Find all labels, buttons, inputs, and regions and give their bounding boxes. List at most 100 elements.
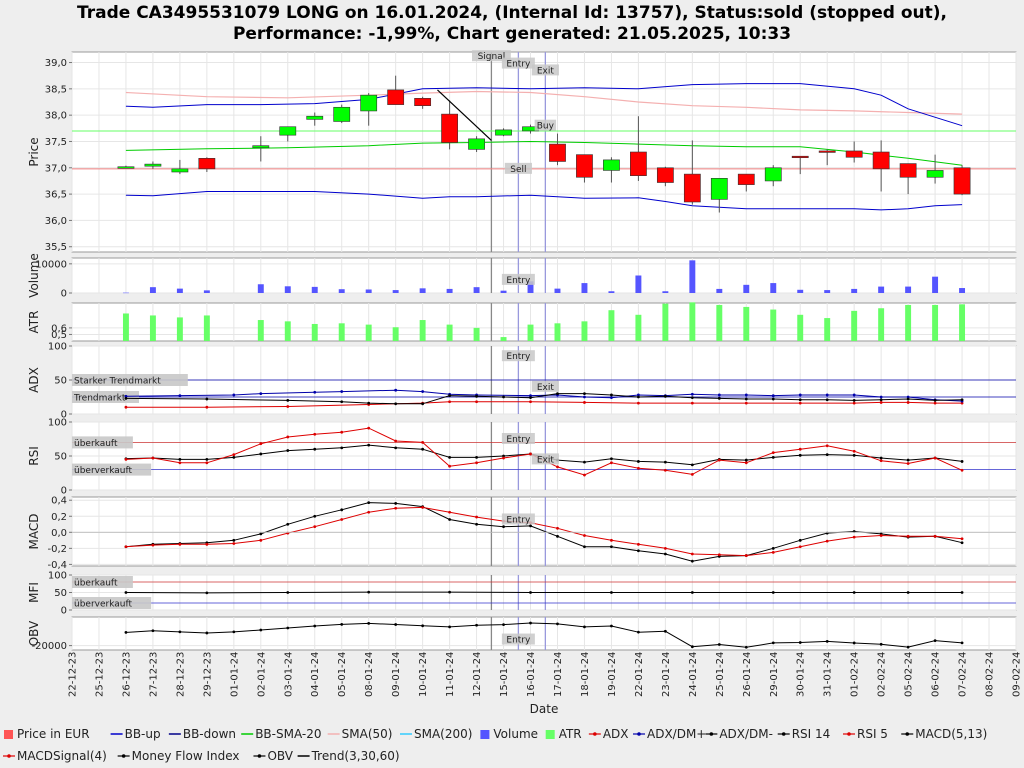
legend-item: BB-up [125, 727, 161, 741]
macd-series-point [475, 522, 478, 526]
obv-series-point [798, 641, 802, 644]
adx-series-point [313, 390, 317, 394]
volume-bar [527, 281, 534, 293]
atr-bar [392, 327, 399, 341]
adx-series-point [448, 394, 451, 398]
adx-series-point [502, 395, 505, 399]
legend-item: ATR [559, 727, 582, 741]
x-tick-label: 08-02-24 [985, 652, 996, 697]
x-tick-label: 31-01-24 [823, 652, 834, 697]
adx-series-point [879, 398, 883, 402]
macd-series-point [448, 518, 451, 521]
obv-y-label: OBV [27, 620, 41, 646]
obv-series-point [744, 645, 748, 649]
x-tick-label: 05-01-24 [337, 652, 348, 697]
adx-series-point [879, 401, 883, 404]
price-label-signal-bg [472, 50, 511, 62]
atr-bar [554, 323, 561, 341]
x-tick-label: 28-12-23 [175, 652, 186, 697]
adx-threshold-label: Trendmarkt [73, 394, 126, 404]
adx-series-point [960, 401, 964, 405]
rsi-series-point [771, 455, 775, 459]
adx-series-point [529, 400, 532, 404]
obv-series-point [690, 645, 694, 649]
adx-series-point [583, 392, 586, 395]
atr-bar [122, 313, 129, 341]
macd-series-point [610, 545, 613, 549]
rsi-series-point [717, 458, 721, 462]
macd-series-point [690, 559, 694, 563]
mfi-series-point [610, 591, 613, 594]
rsi-series-point [448, 464, 451, 468]
adx-series-point [259, 392, 263, 395]
rsi-series-point [394, 446, 398, 450]
candle-body [710, 178, 728, 200]
obv-series-point [610, 624, 613, 628]
rsi-series-point [933, 456, 937, 460]
x-tick-label: 24-01-24 [688, 652, 699, 697]
rsi-series-point [960, 468, 964, 472]
x-tick-label: 26-01-24 [742, 652, 753, 697]
candle-body [495, 129, 512, 136]
rsi-y-label: RSI [27, 446, 41, 466]
macd-series-point [178, 542, 182, 546]
rsi-threshold-label-bg [72, 463, 152, 476]
macd-y-label: MACD [27, 514, 41, 550]
atr-tick-label: 0,5 [51, 330, 67, 341]
x-tick-label: 01-02-24 [850, 652, 861, 697]
x-tick-label: 07-02-24 [958, 652, 969, 697]
legend-item: Money Flow Index [132, 749, 240, 763]
rsi-series-point [744, 458, 748, 462]
macd-series-point [475, 515, 478, 519]
obv-series-point [286, 626, 290, 630]
macd-series-point [502, 525, 505, 529]
rsi-series-point [690, 463, 694, 467]
x-tick-label: 02-02-24 [877, 652, 888, 697]
adx-series-point [421, 390, 425, 393]
adx-series-point [906, 397, 910, 401]
price-tick-label: 38,0 [45, 111, 67, 122]
mfi-series-point [286, 591, 290, 594]
obv-series-point [529, 621, 532, 625]
rsi-series-point [690, 472, 694, 476]
volume-bar [608, 291, 615, 293]
macd-series-point [421, 506, 425, 509]
atr-y-label: ATR [27, 311, 41, 334]
volume-plot-area [71, 257, 1017, 294]
volume-bar [176, 288, 183, 293]
price-panel: 35,5 36,0 36,5 37,0 37,5 38,0 38,5 39,0 Price Sig… [27, 50, 1017, 253]
adx-series-point [744, 401, 748, 405]
adx-series-point [610, 393, 613, 397]
price-tick-label: 35,5 [45, 242, 67, 253]
rsi-series-point [825, 453, 829, 457]
atr-plot-area [71, 302, 1017, 342]
rsi-series-point [313, 432, 317, 436]
volume-bar [500, 290, 507, 293]
volume-bar [419, 288, 426, 293]
rsi-label-entry-bg [501, 433, 535, 444]
price-tick-label: 36,5 [45, 190, 67, 201]
legend-item: Trend(3,30,60) [311, 749, 400, 763]
candle-body [198, 158, 216, 170]
macd-series-point [960, 537, 964, 541]
rsi-series-point [529, 452, 532, 456]
volume-bar [770, 283, 777, 293]
volume-bar [203, 290, 210, 293]
legend-swatch-dot [593, 732, 597, 736]
price-label-exit: Exit [537, 66, 555, 76]
adx-series-point [690, 392, 694, 396]
candle-body [926, 170, 944, 178]
x-tick-label: 09-01-24 [391, 652, 402, 697]
macd-series-point [259, 538, 263, 542]
candle-body [576, 154, 593, 178]
legend-item: RSI 14 [792, 727, 831, 741]
macd-series-point [717, 553, 721, 557]
x-tick-label: 29-12-23 [202, 652, 213, 697]
candle-body [387, 89, 405, 105]
macd-series-point [259, 532, 263, 536]
price-tick-label: 37,5 [45, 137, 67, 148]
mfi-tick-label: 100 [48, 571, 67, 582]
obv-series-point [825, 640, 829, 643]
